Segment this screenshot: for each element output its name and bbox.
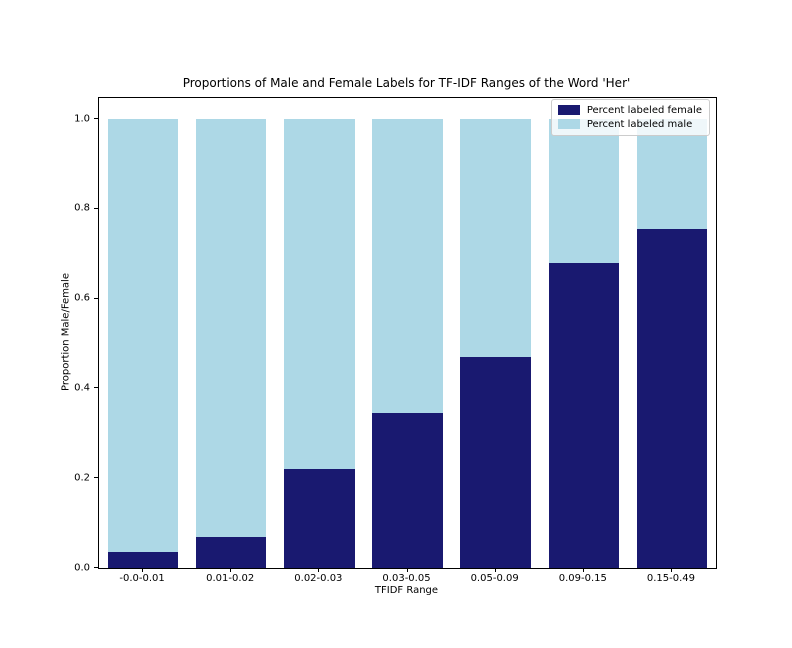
x-tick-label: 0.03-0.05 (382, 573, 431, 584)
y-tick-mark (94, 297, 98, 299)
bar-segment-female (284, 469, 355, 568)
bar-segment-male (636, 119, 708, 230)
male-color-swatch (557, 119, 580, 129)
bar-segment-female (460, 357, 531, 568)
bar-segment-female (107, 552, 179, 568)
x-tick-mark (318, 568, 320, 572)
chart-title: Proportions of Male and Female Labels fo… (182, 76, 631, 90)
y-tick-label: 1.0 (74, 113, 90, 125)
bar-segment-female (195, 536, 267, 568)
legend-item-male: Percent labeled male (557, 117, 702, 131)
bar-segment-male (372, 119, 443, 414)
x-tick-label: 0.02-0.03 (294, 573, 343, 584)
legend: Percent labeled female Percent labeled m… (550, 99, 710, 136)
bar-segment-male (284, 119, 355, 470)
y-tick-mark (94, 567, 98, 568)
plot-area: Percent labeled female Percent labeled m… (98, 97, 717, 569)
legend-label-male: Percent labeled male (586, 118, 693, 130)
bar-segment-female (548, 262, 620, 568)
x-tick-label: 0.15-0.49 (646, 573, 695, 584)
y-tick-label: 0.6 (74, 292, 90, 304)
bar-segment-female (372, 413, 443, 568)
y-tick-mark (94, 477, 98, 479)
y-tick-mark (94, 387, 98, 389)
female-color-swatch (557, 105, 580, 115)
x-axis-label: TFIDF Range (374, 585, 439, 596)
x-tick-mark (142, 568, 144, 572)
x-tick-label: -0.0-0.01 (119, 573, 165, 584)
x-tick-mark (670, 568, 672, 572)
y-axis-label: Proportion Male/Female (60, 273, 72, 391)
y-tick-label: 0.0 (74, 562, 90, 573)
legend-label-female: Percent labeled female (586, 104, 702, 116)
y-tick-mark (94, 118, 98, 120)
bar-segment-male (548, 119, 620, 263)
y-tick-label: 0.2 (74, 472, 90, 484)
legend-item-female: Percent labeled female (557, 103, 702, 117)
x-tick-mark (230, 568, 232, 572)
bar-segment-male (107, 119, 179, 553)
x-tick-label: 0.01-0.02 (206, 573, 255, 584)
bar-segment-male (460, 119, 531, 358)
x-tick-label: 0.09-0.15 (558, 573, 607, 584)
y-tick-label: 0.8 (74, 202, 90, 214)
y-tick-mark (94, 207, 98, 209)
x-tick-mark (582, 568, 584, 572)
bar-segment-female (636, 229, 708, 568)
y-tick-label: 0.4 (74, 382, 90, 394)
x-tick-label: 0.05-0.09 (470, 573, 519, 584)
bar-segment-male (195, 119, 267, 537)
x-tick-mark (406, 568, 408, 572)
x-tick-mark (494, 568, 496, 572)
